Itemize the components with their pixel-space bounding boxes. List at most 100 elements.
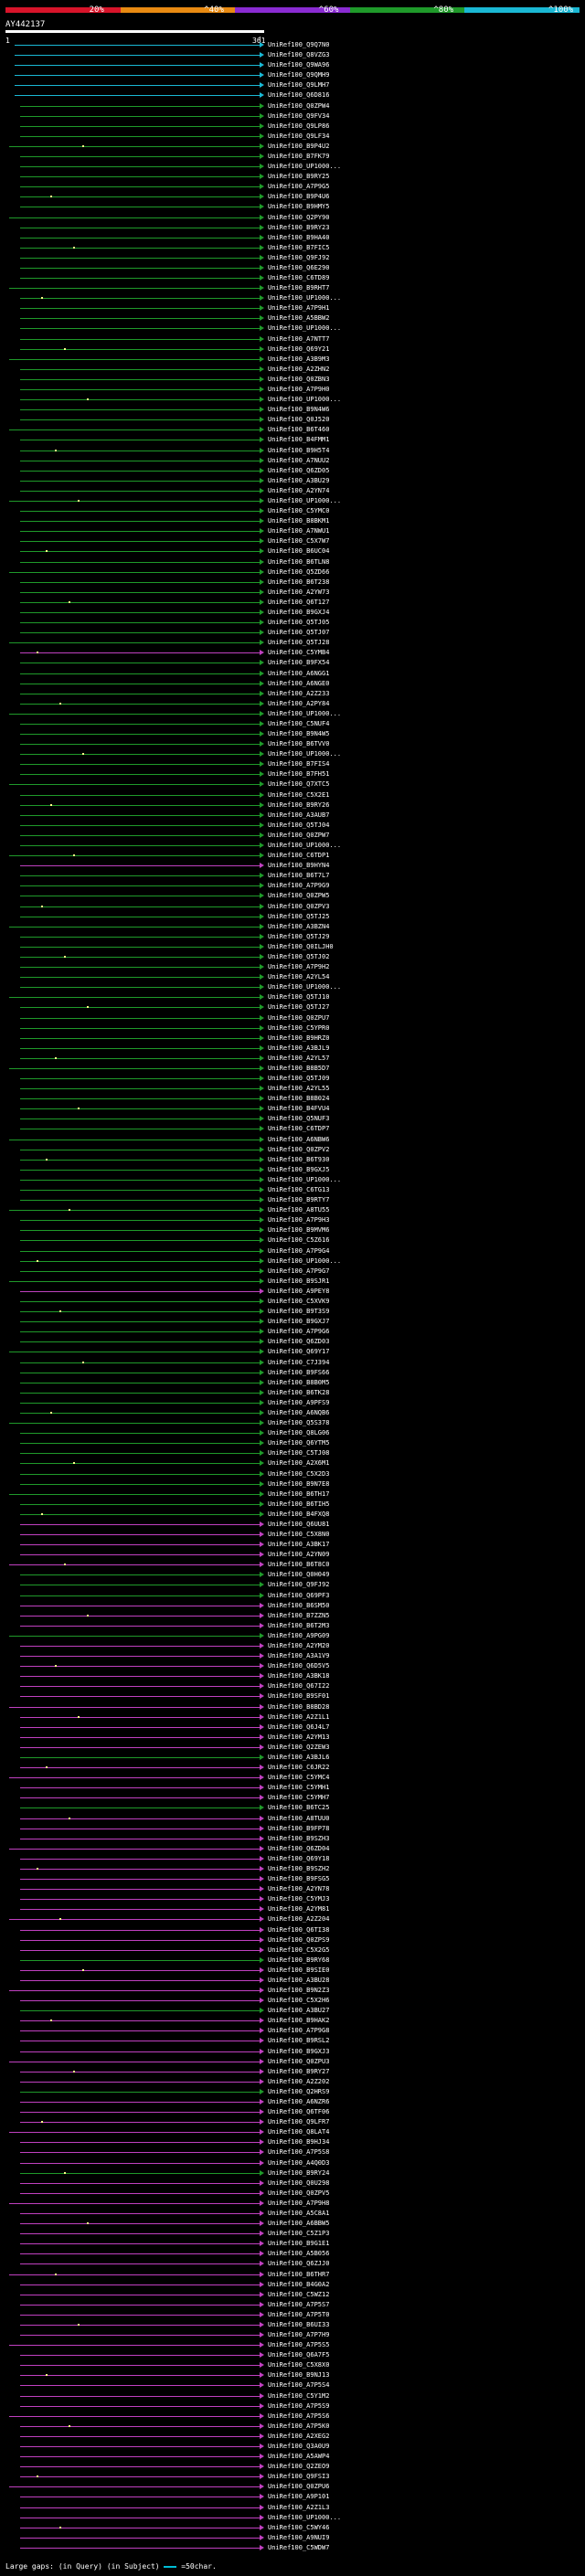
hit-row[interactable]: UniRef100_A3BK17: [0, 1541, 585, 1548]
hit-row[interactable]: UniRef100_A2YM13: [0, 1733, 585, 1741]
hit-row[interactable]: UniRef100_UP1000...: [0, 396, 585, 403]
hit-row[interactable]: UniRef100_B4FMM1: [0, 436, 585, 444]
hit-row[interactable]: UniRef100_B8B5D7: [0, 1065, 585, 1072]
hit-row[interactable]: UniRef100_B9RY24: [0, 2169, 585, 2177]
hit-label[interactable]: UniRef100_Q8LG06: [268, 1429, 330, 1437]
hit-row[interactable]: UniRef100_Q0ZPW7: [0, 832, 585, 839]
hit-label[interactable]: UniRef100_A3BU27: [268, 2007, 330, 2015]
hit-row[interactable]: UniRef100_Q2PY90: [0, 214, 585, 221]
hit-label[interactable]: UniRef100_UP1000...: [268, 294, 342, 302]
hit-row[interactable]: UniRef100_A6NGG1: [0, 670, 585, 677]
hit-row[interactable]: UniRef100_Q6ZD04: [0, 1845, 585, 1852]
hit-row[interactable]: UniRef100_A7P9G8: [0, 2027, 585, 2034]
hit-label[interactable]: UniRef100_B9HRZ0: [268, 1034, 330, 1042]
hit-row[interactable]: UniRef100_Q9FSI3: [0, 2473, 585, 2480]
hit-label[interactable]: UniRef100_A9NUI9: [268, 2533, 330, 2541]
hit-label[interactable]: UniRef100_Q5TJ09: [268, 1075, 330, 1083]
hit-label[interactable]: UniRef100_Q2ZEO9: [268, 2463, 330, 2471]
hit-label[interactable]: UniRef100_B4FMM1: [268, 436, 330, 444]
hit-label[interactable]: UniRef100_B9HAK2: [268, 2017, 330, 2025]
hit-row[interactable]: UniRef100_Q5TJ04: [0, 822, 585, 829]
hit-row[interactable]: UniRef100_A2YL57: [0, 1055, 585, 1062]
hit-row[interactable]: UniRef100_B9FP78: [0, 1825, 585, 1832]
hit-label[interactable]: UniRef100_B6TC25: [268, 1804, 330, 1812]
hit-row[interactable]: UniRef100_UP1000...: [0, 842, 585, 849]
hit-row[interactable]: UniRef100_A3BU28: [0, 1977, 585, 1984]
hit-label[interactable]: UniRef100_Q9LFR7: [268, 2118, 330, 2126]
hit-label[interactable]: UniRef100_A2PY84: [268, 699, 330, 707]
hit-row[interactable]: UniRef100_A2XEG2: [0, 2433, 585, 2440]
hit-label[interactable]: UniRef100_C5YMC0: [268, 507, 330, 515]
hit-row[interactable]: UniRef100_C5X8X0: [0, 2361, 585, 2369]
hit-label[interactable]: UniRef100_B9GXJ7: [268, 1318, 330, 1326]
hit-label[interactable]: UniRef100_Q0ZPV2: [268, 1145, 330, 1153]
hit-label[interactable]: UniRef100_A7P9H1: [268, 304, 330, 313]
hit-row[interactable]: UniRef100_Q0ZPS9: [0, 1936, 585, 1944]
hit-row[interactable]: UniRef100_A7P9G6: [0, 1328, 585, 1335]
hit-label[interactable]: UniRef100_UP1000...: [268, 163, 342, 171]
hit-label[interactable]: UniRef100_B9HMY5: [268, 203, 330, 211]
hit-row[interactable]: UniRef100_A7P5S6: [0, 2412, 585, 2420]
hit-row[interactable]: UniRef100_Q9QMH9: [0, 71, 585, 80]
hit-label[interactable]: UniRef100_A9PG09: [268, 1631, 330, 1639]
hit-label[interactable]: UniRef100_B9FSG5: [268, 1875, 330, 1883]
hit-row[interactable]: UniRef100_B9FS66: [0, 1369, 585, 1376]
hit-row[interactable]: UniRef100_A9NUI9: [0, 2533, 585, 2541]
hit-row[interactable]: UniRef100_B9MVM6: [0, 1226, 585, 1234]
hit-label[interactable]: UniRef100_B9RTY7: [268, 1196, 330, 1204]
hit-label[interactable]: UniRef100_B8B024: [268, 1095, 330, 1103]
hit-label[interactable]: UniRef100_C5Z1P3: [268, 2230, 330, 2238]
hit-row[interactable]: UniRef100_A9PG09: [0, 1631, 585, 1639]
hit-row[interactable]: UniRef100_B9GXJ5: [0, 1166, 585, 1173]
hit-row[interactable]: UniRef100_Q0U298: [0, 2179, 585, 2187]
hit-label[interactable]: UniRef100_A7NTT7: [268, 334, 330, 343]
hit-row[interactable]: UniRef100_A2YL55: [0, 1085, 585, 1092]
hit-label[interactable]: UniRef100_C7J394: [268, 1358, 330, 1366]
hit-row[interactable]: UniRef100_Q9FJ92: [0, 254, 585, 261]
hit-label[interactable]: UniRef100_B6THR7: [268, 2270, 330, 2278]
hit-row[interactable]: UniRef100_Q6ZJJ0: [0, 2260, 585, 2267]
hit-label[interactable]: UniRef100_B9SIE0: [268, 1966, 330, 1974]
hit-row[interactable]: UniRef100_UP1000...: [0, 1257, 585, 1265]
hit-row[interactable]: UniRef100_B9SZH2: [0, 1865, 585, 1872]
hit-label[interactable]: UniRef100_C5X2G5: [268, 1945, 330, 1954]
hit-row[interactable]: UniRef100_Q69Y17: [0, 1348, 585, 1355]
hit-row[interactable]: UniRef100_B6UI33: [0, 2321, 585, 2328]
hit-row[interactable]: UniRef100_B9P4U6: [0, 193, 585, 200]
hit-row[interactable]: UniRef100_B9N4W6: [0, 406, 585, 413]
hit-label[interactable]: UniRef100_Q5TJ25: [268, 912, 330, 920]
hit-row[interactable]: UniRef100_A7P9H3: [0, 1216, 585, 1224]
hit-row[interactable]: UniRef100_Q0ILJH0: [0, 943, 585, 950]
hit-label[interactable]: UniRef100_Q0ZPU6: [268, 2483, 330, 2491]
hit-row[interactable]: UniRef100_A6NQB6: [0, 1408, 585, 1416]
hit-row[interactable]: UniRef100_A8TUU0: [0, 1815, 585, 1822]
hit-label[interactable]: UniRef100_C5WDW7: [268, 2543, 330, 2551]
hit-label[interactable]: UniRef100_B9HJ34: [268, 2138, 330, 2147]
hit-row[interactable]: UniRef100_A2YN78: [0, 1885, 585, 1892]
hit-label[interactable]: UniRef100_B9FX54: [268, 659, 330, 667]
hit-label[interactable]: UniRef100_B6T2M3: [268, 1621, 330, 1629]
hit-label[interactable]: UniRef100_B6T460: [268, 426, 330, 434]
hit-row[interactable]: UniRef100_B9RTY7: [0, 1196, 585, 1204]
hit-row[interactable]: UniRef100_B9HYN4: [0, 862, 585, 869]
hit-label[interactable]: UniRef100_A2Z233: [268, 689, 330, 697]
hit-label[interactable]: UniRef100_A2Z1L1: [268, 1712, 330, 1721]
hit-row[interactable]: UniRef100_Q8LAT4: [0, 2128, 585, 2136]
hit-label[interactable]: UniRef100_A6NQB6: [268, 1408, 330, 1416]
hit-label[interactable]: UniRef100_A3BK18: [268, 1672, 330, 1680]
hit-row[interactable]: UniRef100_B9NJ13: [0, 2371, 585, 2379]
hit-label[interactable]: UniRef100_A2YL57: [268, 1054, 330, 1062]
hit-label[interactable]: UniRef100_A7P5S5: [268, 2341, 330, 2349]
hit-row[interactable]: UniRef100_Q6TI38: [0, 1926, 585, 1934]
hit-label[interactable]: UniRef100_B9N2Z3: [268, 1987, 330, 1995]
hit-row[interactable]: UniRef100_B6THR7: [0, 2270, 585, 2278]
hit-label[interactable]: UniRef100_Q9QMH9: [268, 71, 330, 80]
hit-row[interactable]: UniRef100_B9FX54: [0, 659, 585, 667]
hit-row[interactable]: UniRef100_Q8LG06: [0, 1429, 585, 1437]
hit-row[interactable]: UniRef100_C6JR22: [0, 1764, 585, 1771]
hit-label[interactable]: UniRef100_Q9FJ92: [268, 1581, 330, 1589]
hit-row[interactable]: UniRef100_A2Z1L1: [0, 1712, 585, 1721]
hit-label[interactable]: UniRef100_A7P5S9: [268, 2401, 330, 2410]
hit-row[interactable]: UniRef100_B6T2M3: [0, 1621, 585, 1629]
hit-row[interactable]: UniRef100_C5Z1P3: [0, 2230, 585, 2238]
